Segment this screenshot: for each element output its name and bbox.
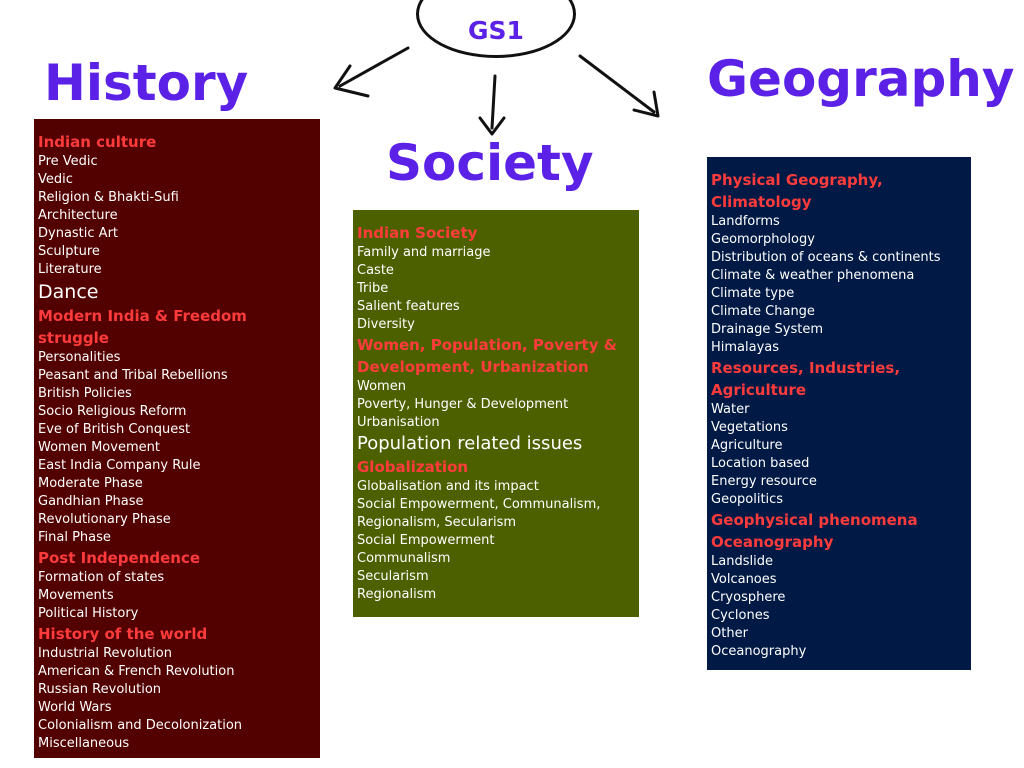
list-item: Energy resource [711,474,817,489]
section-heading: History of the world [38,625,208,643]
section-heading: Indian culture [38,133,157,151]
list-item: Globalisation and its impact [357,479,539,494]
list-item: Cryosphere [711,590,786,605]
arrow-to-history [338,46,410,88]
arrow-to-geography [578,54,656,114]
list-item: Formation of states [38,570,165,585]
list-item: Urbanisation [357,415,440,430]
list-item: Socio Religious Reform [38,404,187,419]
list-item: Family and marriage [357,245,491,260]
list-item: Political History [38,606,139,621]
section-heading: Women, Population, Poverty & Development… [357,336,617,376]
list-item: Dance [38,281,99,303]
list-item: Regionalism, Secularism [357,515,517,530]
list-item: Final Phase [38,530,111,545]
list-item: Landslide [711,554,773,569]
list-item: Cyclones [711,608,770,623]
list-item: Location based [711,456,810,471]
list-item: Tribe [357,281,389,296]
list-item: Architecture [38,208,118,223]
geography-panel: Physical Geography, Climatology Landform… [707,157,971,670]
list-item: Revolutionary Phase [38,512,171,527]
list-item: Movements [38,588,114,603]
list-item: Drainage System [711,322,823,337]
list-item: Caste [357,263,394,278]
history-panel: Indian culture Pre Vedic Vedic Religion … [34,119,320,758]
list-item: Social Empowerment, Communalism, [357,497,601,512]
list-item: Distribution of oceans & continents [711,250,941,265]
society-panel: Indian Society Family and marriage Caste… [353,210,639,617]
list-item: Dynastic Art [38,226,119,241]
list-item: Personalities [38,350,121,365]
list-item: Peasant and Tribal Rebellions [38,368,228,383]
section-heading: Globalization [357,458,469,476]
list-item: Climate & weather phenomena [711,268,915,283]
section-heading: Resources, Industries, Agriculture [711,359,901,399]
section-heading: Geophysical phenomena [711,511,918,529]
list-item: World Wars [38,700,112,715]
list-item: Women [357,379,406,394]
section-heading: Physical Geography, Climatology [711,171,883,211]
list-item: Industrial Revolution [38,646,172,661]
list-item: Landforms [711,214,780,229]
arrow-to-society-head [478,116,506,136]
list-item: Colonialism and Decolonization [38,718,243,733]
arrow-to-geography-head [632,90,660,118]
section-heading: Post Independence [38,549,201,567]
arrow-to-history-head [333,64,370,98]
list-item: Geomorphology [711,232,815,247]
list-item: Russian Revolution [38,682,162,697]
list-item: East India Company Rule [38,458,201,473]
history-heading: History [44,54,249,112]
section-heading: Oceanography [711,533,834,551]
list-item: Vedic [38,172,73,187]
list-item: British Policies [38,386,132,401]
geography-heading: Geography [707,50,1015,108]
list-item: Geopolitics [711,492,784,507]
list-item: Gandhian Phase [38,494,144,509]
list-item: Climate Change [711,304,815,319]
list-item: Other [711,626,748,641]
list-item: Sculpture [38,244,100,259]
list-item: American & French Revolution [38,664,235,679]
section-heading: Modern India & Freedom struggle [38,307,247,347]
list-item: Women Movement [38,440,160,455]
list-item: Vegetations [711,420,788,435]
list-item: Salient features [357,299,460,314]
society-heading: Society [386,134,594,192]
list-item: Population related issues [357,433,583,454]
list-item: Pre Vedic [38,154,98,169]
list-item: Literature [38,262,102,277]
list-item: Agriculture [711,438,783,453]
list-item: Regionalism [357,587,437,602]
list-item: Miscellaneous [38,736,130,751]
list-item: Secularism [357,569,429,584]
list-item: Religion & Bhakti-Sufi [38,190,179,205]
gs1-hub-label: GS1 [468,16,524,45]
list-item: Himalayas [711,340,780,355]
list-item: Social Empowerment [357,533,495,548]
list-item: Climate type [711,286,795,301]
list-item: Water [711,402,750,417]
section-heading: Indian Society [357,224,478,242]
list-item: Moderate Phase [38,476,143,491]
list-item: Eve of British Conquest [38,422,191,437]
list-item: Oceanography [711,644,807,659]
list-item: Poverty, Hunger & Development [357,397,569,412]
list-item: Communalism [357,551,451,566]
list-item: Diversity [357,317,415,332]
arrow-to-society [490,74,497,130]
list-item: Volcanoes [711,572,777,587]
